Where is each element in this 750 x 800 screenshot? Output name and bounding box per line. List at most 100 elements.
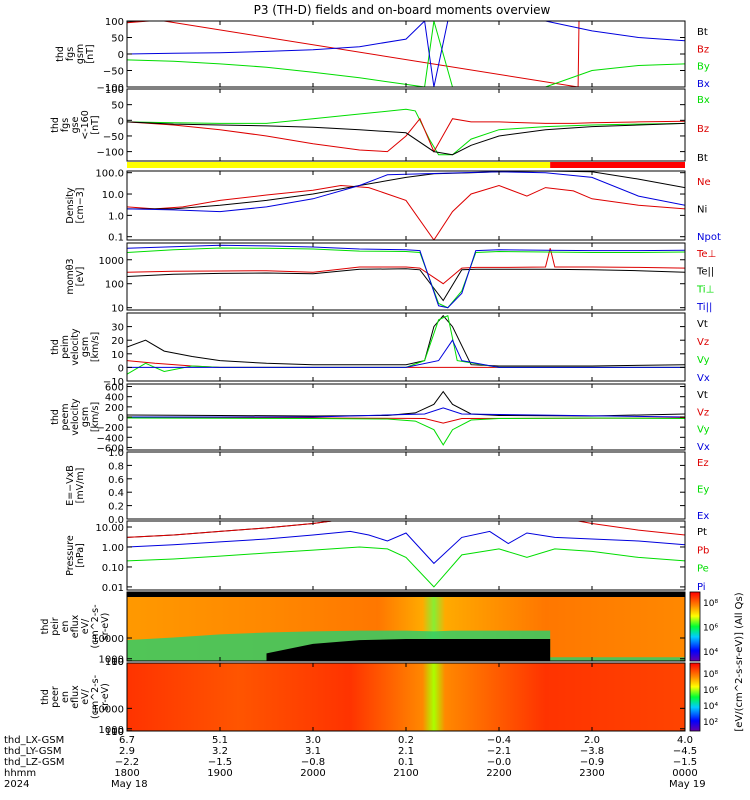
ephemeris-row-label: thd_LZ-GSM — [4, 757, 65, 768]
panel-frame — [126, 312, 686, 382]
colorbar-label: [eV/(cm^2-s-sr-eV)] (All Qs) — [734, 592, 745, 731]
ephemeris-value: 3.0 — [305, 735, 321, 746]
y-axis-label: [mV/m] — [75, 468, 86, 504]
y-tick-label: 0 — [118, 50, 124, 61]
y-tick-label: 1.00 — [102, 543, 124, 554]
y-tick-label: 0.4 — [108, 488, 124, 499]
y-axis-label: velocity — [70, 328, 81, 366]
ephemeris-value: 1800 — [114, 768, 139, 779]
y-tick-label: 1000 — [99, 725, 124, 736]
legend-entry: Pt — [697, 527, 707, 538]
ephemeris-value: 2.1 — [398, 746, 414, 757]
panel-1: 100 50 0 −50 −100 thd fgs gsm [nT] Bt Bz By Bx — [55, 17, 710, 94]
y-tick-label: −50 — [103, 67, 124, 78]
y-tick-label: 100 — [105, 657, 124, 668]
y-axis-label: fgs — [65, 47, 76, 61]
ephemeris-value: 3.1 — [305, 746, 321, 757]
legend-entry: Pi — [697, 582, 706, 593]
y-tick-label: −10 — [103, 377, 124, 388]
spectrogram — [127, 663, 685, 731]
ephemeris-value: −0.4 — [487, 735, 511, 746]
series-line-vt-panel-5 — [127, 314, 685, 367]
y-axis-label: E=−VxB — [65, 465, 76, 506]
y-tick-label: 0 — [118, 363, 124, 374]
legend-entry: Bz — [697, 44, 709, 55]
y-tick-label: 50 — [111, 101, 124, 112]
series-line-bx-panel-1 — [127, 21, 685, 87]
series-line-bx-panel-2 — [127, 108, 685, 156]
ephemeris-value: −1.5 — [208, 757, 232, 768]
y-tick-label: 600 — [105, 383, 124, 394]
colorbar-tick-label: 10⁴ — [703, 648, 718, 658]
y-axis-label: [nT] — [85, 44, 96, 63]
y-axis-label: eflux — [70, 685, 81, 709]
y-tick-label: 0.2 — [108, 502, 124, 513]
y-axis-label: velocity — [70, 398, 81, 436]
series-line-te-panel-4 — [127, 268, 685, 302]
legend-entry: Vt — [697, 390, 708, 401]
ephemeris-value: −0.8 — [301, 757, 325, 768]
y-tick-label: −600 — [97, 443, 124, 454]
legend-entry: Vt — [697, 319, 708, 330]
colorbar-tick-label: 10⁶ — [703, 686, 718, 696]
y-axis-label: [km/s] — [90, 332, 101, 362]
legend-entry: By — [697, 62, 710, 73]
spectrogram-no-data — [266, 639, 551, 661]
colorbar-tick-label: 10⁸ — [703, 670, 718, 680]
series-line-te-panel-4 — [127, 248, 685, 285]
y-tick-label: 10000 — [92, 704, 124, 715]
y-tick-label: 0.6 — [108, 475, 124, 486]
y-tick-label: 100 — [105, 85, 124, 96]
figure-title: P3 (TH-D) fields and on-board moments ov… — [254, 3, 551, 17]
ephemeris-row-label: hhmm — [4, 768, 36, 779]
y-axis-label: thd — [40, 619, 51, 635]
y-axis-label: peer — [50, 686, 61, 708]
series-line-bz-panel-2 — [127, 117, 685, 153]
legend-entry: Bz — [697, 124, 709, 135]
ephemeris-value: 2300 — [579, 768, 604, 779]
y-axis-label: eV/ — [80, 618, 91, 634]
panel-frame — [126, 242, 686, 311]
y-axis-label: peir — [50, 617, 61, 636]
y-tick-label: 10.0 — [102, 190, 124, 201]
y-tick-label: 0.10 — [102, 563, 124, 574]
ephemeris-value: −2.1 — [487, 746, 511, 757]
y-axis-label: gse — [70, 116, 81, 133]
legend-entry: Ni — [697, 205, 707, 216]
legend-entry: Vy — [697, 355, 710, 366]
ephemeris-value: 2000 — [300, 768, 325, 779]
series-line-ti-panel-4 — [127, 244, 685, 309]
y-tick-label: 20 — [111, 336, 124, 347]
y-tick-label: 0 — [118, 116, 124, 127]
legend-entry: Bx — [697, 95, 710, 106]
panel-frame — [126, 451, 686, 520]
ephemeris-value: −2.2 — [115, 757, 139, 768]
ephemeris-value: 5.1 — [212, 735, 228, 746]
series-line-pb-panel-8 — [127, 521, 685, 538]
y-axis-label: Pressure — [65, 535, 76, 576]
series-line-npot-panel-3 — [127, 171, 685, 213]
panel-8: 10.00 1.00 0.10 0.01 Pressure [nPa] Pt Pb Pe Pi — [65, 520, 709, 594]
legend-entry: Vz — [697, 337, 709, 348]
y-axis-label: peem — [60, 404, 71, 431]
y-axis-label: [km/s] — [90, 402, 101, 432]
y-tick-label: −100 — [97, 83, 124, 94]
panel-4: 1000 100 10 momθ3 [eV] Te⊥ Te|| Ti⊥ Ti|| — [65, 242, 716, 315]
legend-entry: Pb — [697, 545, 709, 556]
y-axis-label: sr-eV) — [100, 683, 111, 711]
colorbar — [689, 591, 701, 662]
y-axis-label: (cm^2-s- — [90, 675, 101, 719]
y-tick-label: 0 — [118, 413, 124, 424]
legend-entry: Ne — [697, 177, 711, 188]
panel-3: 100.0 10.0 1.0 0.1 Density [cm−3] Ne Ni Npot — [65, 169, 721, 244]
y-tick-label: 50 — [111, 34, 124, 45]
series-line-vz-panel-5 — [127, 360, 685, 368]
y-axis-label: eflux — [70, 614, 81, 638]
colorbar — [689, 662, 701, 732]
y-axis-label: (cm^2-s- — [90, 605, 101, 649]
y-axis-label: thd — [50, 339, 61, 355]
series-line-vt-panel-6 — [127, 390, 685, 417]
